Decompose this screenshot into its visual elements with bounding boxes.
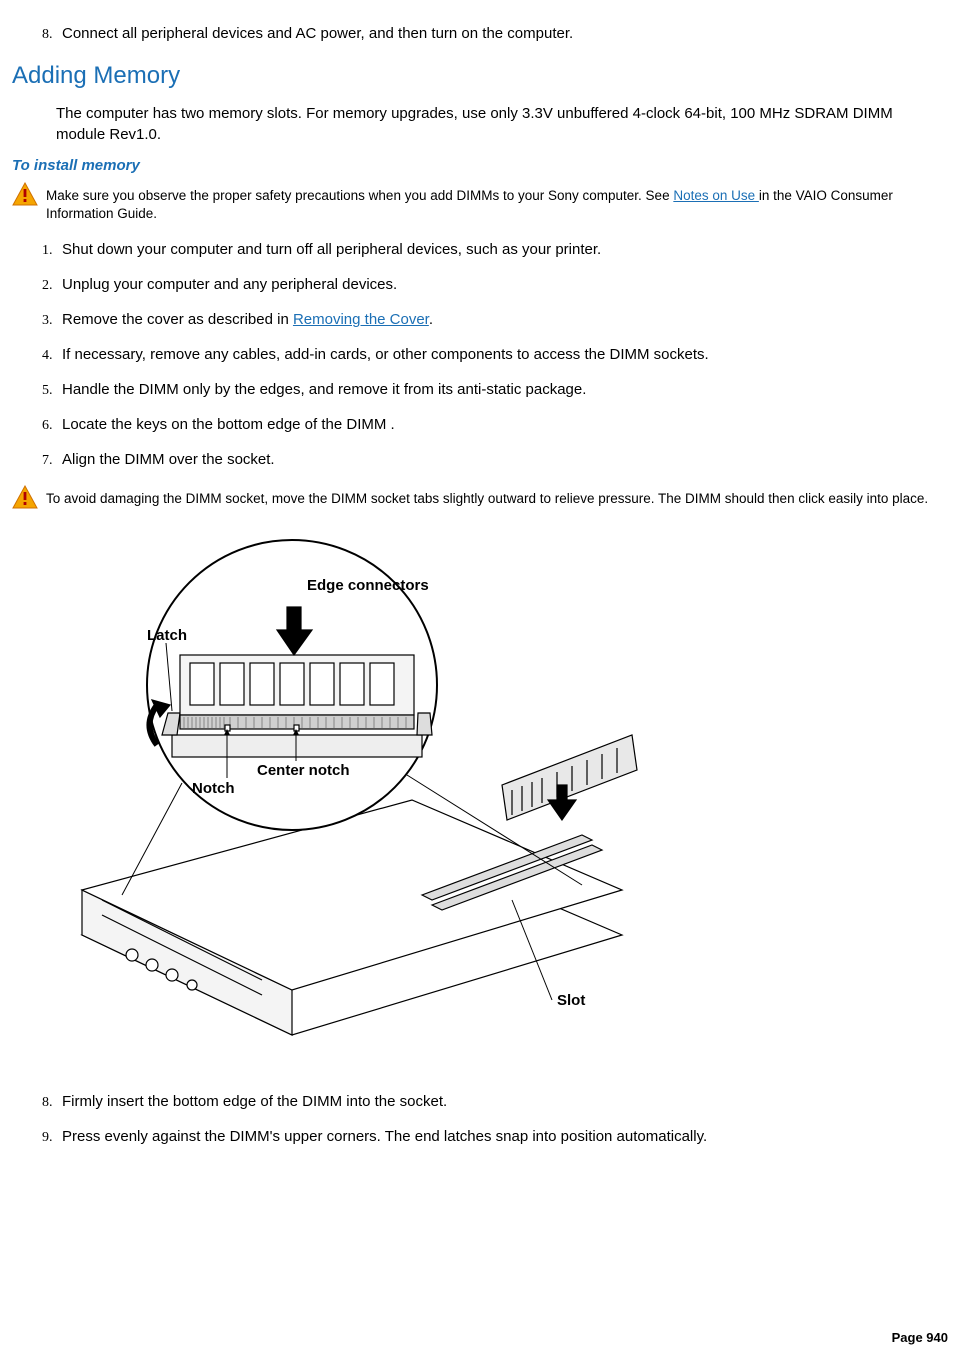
section-heading: Adding Memory [12, 59, 942, 93]
caution-safety: Make sure you observe the proper safety … [12, 182, 942, 225]
prev-section-list-tail: Connect all peripheral devices and AC po… [34, 23, 942, 44]
label-slot: Slot [557, 992, 585, 1009]
caution-socket-text: To avoid damaging the DIMM socket, move … [46, 485, 942, 509]
subsection-heading: To install memory [12, 155, 942, 176]
step-1: Shut down your computer and turn off all… [56, 239, 942, 260]
warning-icon [12, 182, 38, 212]
caution-socket: To avoid damaging the DIMM socket, move … [12, 485, 942, 515]
label-notch: Notch [192, 780, 235, 797]
step-7: Align the DIMM over the socket. [56, 449, 942, 470]
label-latch: Latch [147, 627, 187, 644]
dimm-install-diagram: Edge connectors Latch Center notch Notch… [62, 535, 942, 1061]
removing-cover-link[interactable]: Removing the Cover [293, 311, 429, 328]
step-2: Unplug your computer and any peripheral … [56, 274, 942, 295]
step-3-pre: Remove the cover as described in [62, 311, 293, 328]
step-5: Handle the DIMM only by the edges, and r… [56, 379, 942, 400]
caution-safety-text: Make sure you observe the proper safety … [46, 182, 942, 225]
step-3-post: . [429, 311, 433, 328]
step-6: Locate the keys on the bottom edge of th… [56, 414, 942, 435]
step-8: Firmly insert the bottom edge of the DIM… [56, 1091, 942, 1112]
caution-text-pre: Make sure you observe the proper safety … [46, 188, 673, 203]
step-4: If necessary, remove any cables, add-in … [56, 344, 942, 365]
install-steps-list-continued: Firmly insert the bottom edge of the DIM… [34, 1091, 942, 1147]
section-intro: The computer has two memory slots. For m… [56, 103, 942, 145]
label-edge-connectors: Edge connectors [307, 577, 429, 594]
label-center-notch: Center notch [257, 762, 350, 779]
prev-step-8: Connect all peripheral devices and AC po… [56, 23, 942, 44]
notes-on-use-link[interactable]: Notes on Use [673, 188, 759, 203]
install-steps-list: Shut down your computer and turn off all… [34, 239, 942, 470]
step-3: Remove the cover as described in Removin… [56, 309, 942, 330]
page-number: Page 940 [892, 1329, 948, 1347]
warning-icon [12, 485, 38, 515]
step-9: Press evenly against the DIMM's upper co… [56, 1126, 942, 1147]
